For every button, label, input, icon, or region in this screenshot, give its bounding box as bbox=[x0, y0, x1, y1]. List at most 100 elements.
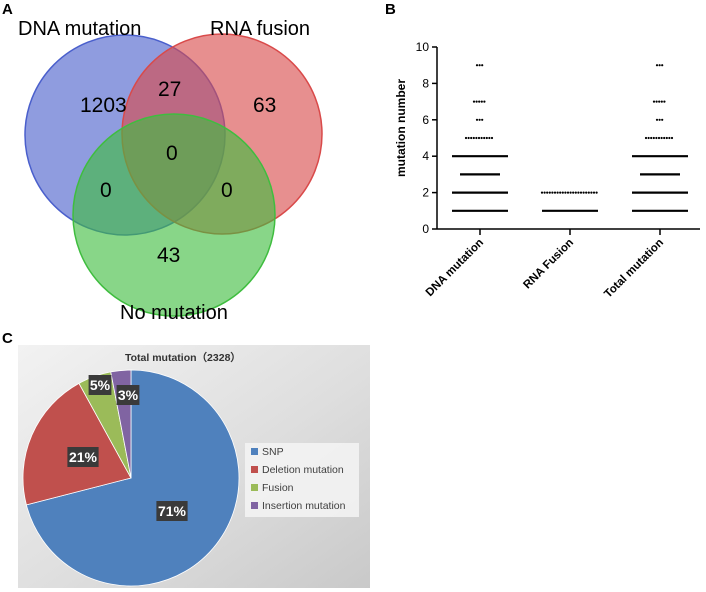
venn-count-rna-only: 63 bbox=[253, 94, 276, 117]
data-point bbox=[647, 136, 650, 140]
data-point bbox=[572, 191, 575, 194]
data-point bbox=[483, 100, 486, 103]
data-point bbox=[590, 191, 593, 194]
data-point bbox=[658, 118, 661, 121]
data-point bbox=[663, 100, 666, 103]
x-category-label: DNA mutation bbox=[424, 237, 486, 299]
pie-legend: SNP Deletion mutation Fusion Insertion muta… bbox=[251, 446, 346, 512]
data-point bbox=[652, 100, 656, 103]
legend-box bbox=[245, 443, 359, 517]
data-point bbox=[480, 136, 483, 140]
venn-count-dna-rna: 27 bbox=[158, 78, 181, 101]
data-point bbox=[485, 136, 488, 140]
pie-label: 21% bbox=[69, 449, 98, 465]
venn-circle-none bbox=[72, 113, 276, 317]
data-point bbox=[579, 191, 583, 194]
data-point bbox=[475, 100, 478, 103]
legend-swatch bbox=[251, 466, 258, 473]
data-point bbox=[569, 191, 572, 194]
data-point bbox=[551, 191, 554, 194]
data-point bbox=[556, 191, 559, 194]
data-point bbox=[585, 191, 588, 194]
venn-count-rna-none: 0 bbox=[221, 179, 233, 202]
data-point bbox=[481, 64, 484, 67]
legend-entry: Deletion mutation bbox=[262, 464, 344, 476]
venn-count-all: 0 bbox=[166, 142, 178, 165]
data-point bbox=[478, 100, 481, 103]
panel-b-letter: B bbox=[385, 1, 396, 18]
legend-swatch bbox=[251, 502, 258, 509]
data-point bbox=[475, 118, 479, 121]
pie-label-box bbox=[116, 385, 140, 405]
data-point bbox=[478, 118, 481, 121]
data-point bbox=[655, 118, 659, 121]
data-point bbox=[582, 191, 585, 194]
data-point bbox=[655, 64, 659, 67]
y-tick-label: 4 bbox=[422, 149, 429, 163]
data-point bbox=[577, 191, 580, 194]
y-tick-label: 0 bbox=[422, 222, 429, 236]
x-ticks: DNA mutation RNA Fusion Total mutation bbox=[424, 229, 666, 301]
legend-swatch bbox=[251, 448, 258, 455]
data-point bbox=[472, 136, 475, 140]
venn-count-none-only: 43 bbox=[157, 244, 180, 267]
data-point bbox=[564, 191, 567, 194]
pie-label: 71% bbox=[158, 503, 187, 519]
data-point bbox=[475, 64, 479, 67]
data-point bbox=[655, 100, 658, 103]
legend-entry: Fusion bbox=[262, 482, 294, 494]
data-point bbox=[663, 136, 666, 140]
data-point bbox=[644, 136, 648, 140]
pie-slice bbox=[22, 382, 132, 506]
pie-title: Total mutation（2328） bbox=[125, 351, 241, 364]
data-point bbox=[574, 191, 577, 194]
data-point bbox=[566, 191, 570, 194]
venn-label-dna: DNA mutation bbox=[18, 18, 141, 40]
data-point bbox=[661, 64, 664, 67]
data-point bbox=[546, 191, 549, 194]
x-category-label: Total mutation bbox=[602, 237, 666, 301]
data-point bbox=[665, 136, 668, 140]
pie-panel: C Total mutation（2328） 71% 21% 5% 3% SNP Del… bbox=[2, 330, 370, 588]
panel-c-letter: C bbox=[2, 330, 13, 347]
data-point bbox=[658, 100, 661, 103]
data-point bbox=[660, 136, 663, 140]
data-point bbox=[657, 136, 661, 140]
y-tick-label: 10 bbox=[416, 40, 430, 54]
scatter-group bbox=[540, 191, 598, 212]
scatter-panel: B mutation number 0 2 4 6 8 10 DNA mutation RN… bbox=[385, 1, 700, 301]
data-point bbox=[490, 136, 494, 140]
legend-entry: SNP bbox=[262, 446, 284, 458]
data-point bbox=[650, 136, 653, 140]
data-point bbox=[661, 118, 664, 121]
data-point bbox=[660, 100, 663, 103]
data-point bbox=[470, 136, 473, 140]
pie-label-box bbox=[67, 447, 99, 467]
data-point bbox=[543, 191, 546, 194]
data-point bbox=[472, 100, 476, 103]
pie-label: 3% bbox=[118, 387, 139, 403]
data-point bbox=[658, 64, 661, 67]
venn-label-rna: RNA fusion bbox=[210, 18, 310, 40]
data-point bbox=[477, 136, 481, 140]
data-point bbox=[464, 136, 468, 140]
data-point bbox=[652, 136, 655, 140]
data-point bbox=[670, 136, 674, 140]
y-tick-label: 2 bbox=[422, 186, 429, 200]
data-point bbox=[488, 136, 491, 140]
data-point bbox=[592, 191, 596, 194]
x-category-label: RNA Fusion bbox=[521, 237, 576, 292]
scatter-groups bbox=[452, 64, 688, 212]
data-point bbox=[548, 191, 551, 194]
pie-label: 5% bbox=[90, 377, 111, 393]
data-point bbox=[655, 136, 658, 140]
data-point bbox=[595, 191, 598, 194]
scatter-group bbox=[632, 64, 688, 212]
y-tick-label: 8 bbox=[422, 76, 429, 90]
data-point bbox=[478, 64, 481, 67]
data-point bbox=[540, 191, 544, 194]
pie-slices bbox=[22, 369, 240, 587]
venn-label-none: No mutation bbox=[120, 302, 228, 324]
y-ticks: 0 2 4 6 8 10 bbox=[416, 40, 437, 236]
